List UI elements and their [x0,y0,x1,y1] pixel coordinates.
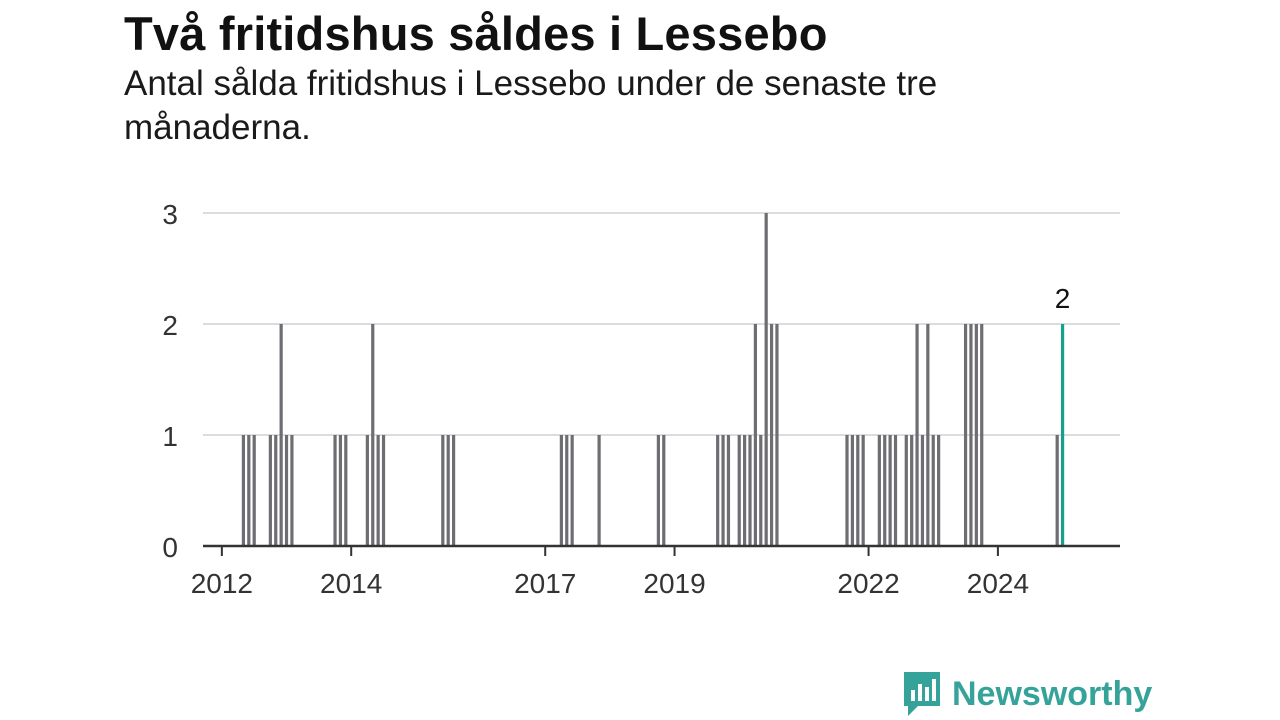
bar [726,435,731,546]
highlight-bar [1060,324,1065,546]
bar [333,435,337,546]
bar [764,213,768,546]
bar [344,435,348,546]
bar [570,435,574,546]
bar [268,435,272,546]
bar [910,435,914,546]
bar [969,324,973,546]
bar [883,435,887,546]
bar [597,435,601,546]
bar [247,435,251,546]
bar [963,324,968,546]
bar [737,435,741,546]
bar [376,435,380,546]
bar [656,435,660,546]
bars-layer [241,213,1065,546]
bar [290,435,294,546]
bar [775,324,779,546]
bar [920,435,925,546]
bar [974,324,978,546]
bar [559,435,563,546]
brand-name: Newsworthy [952,674,1153,713]
bar [893,435,898,546]
bar [274,435,278,546]
bar [241,435,246,546]
bar [565,435,569,546]
x-tick-label: 2017 [514,568,576,599]
chart-subtitle: Antal sålda fritidshus i Lessebo under d… [124,64,938,147]
newsworthy-logo: Newsworthy [902,670,1152,718]
bar [980,324,984,546]
bar [446,435,450,546]
bar [769,324,774,546]
bar [931,435,935,546]
bar [748,435,752,546]
y-tick-label: 2 [162,310,178,341]
bar [365,435,369,546]
x-tick-label: 2022 [837,568,899,599]
bar [252,435,256,546]
x-tick-label: 2012 [191,568,253,599]
bar-chart: 0 1 2 3 2 2012 2014 2017 2019 2022 2024 [162,199,1120,599]
bar [850,435,854,546]
bar [371,324,375,546]
x-tick-label: 2019 [643,568,705,599]
x-tick-label: 2014 [320,568,382,599]
y-tick-label: 3 [162,199,178,230]
bar [915,324,919,546]
bar [338,435,343,546]
bar [888,435,892,546]
x-tick-label: 2024 [967,568,1029,599]
highlight-value-label: 2 [1055,283,1071,314]
bar [877,435,881,546]
bar [856,435,860,546]
bar [441,435,445,546]
bar [861,435,865,546]
bar [279,324,283,546]
axis-layer [203,544,1120,556]
bar [845,435,849,546]
bar [1055,435,1059,546]
bar [716,435,720,546]
bar [381,435,386,546]
y-tick-label: 1 [162,421,178,452]
y-tick-label: 0 [162,532,178,563]
bar [926,324,930,546]
bar [904,435,908,546]
bar [743,435,747,546]
bar-chart-speech-bubble-icon [904,672,940,716]
chart-title: Två fritidshus såldes i Lessebo [124,7,828,60]
bar [759,435,763,546]
bar [662,435,666,546]
bar [284,435,289,546]
bar [451,435,456,546]
bar [721,435,725,546]
bar [753,324,757,546]
label-layer: 0 1 2 3 2 2012 2014 2017 2019 2022 2024 [162,199,1070,599]
bar [937,435,941,546]
